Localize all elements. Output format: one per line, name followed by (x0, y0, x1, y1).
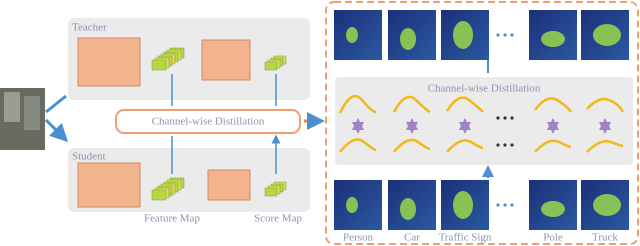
student-label: Student (72, 151, 106, 163)
student-encoder (77, 162, 141, 208)
student-head (207, 169, 251, 201)
channel-slice (264, 187, 278, 197)
heatmap-blob (541, 201, 565, 217)
ellipsis-dot (503, 33, 507, 37)
ellipsis-dot (503, 203, 507, 207)
distribution-curve (446, 139, 484, 153)
distribution-curve (586, 97, 625, 113)
heatmap-blob (593, 24, 621, 46)
right-panel-title: Channel-wise Distillation (428, 83, 541, 95)
feature-maps (151, 47, 287, 201)
ellipsis-dot (510, 116, 514, 120)
distribution-curve (534, 139, 572, 153)
channel-slice (151, 59, 167, 71)
teacher-encoder (77, 37, 141, 87)
heatmap-blob (346, 197, 358, 213)
teacher-label: Teacher (72, 22, 107, 34)
heatmap-blob (346, 27, 358, 43)
class-label: Traffic Sign (439, 232, 492, 244)
ellipsis-dot (510, 143, 514, 147)
right-panel (325, 1, 639, 245)
heatmap-blob (453, 21, 473, 49)
distribution-curve (392, 95, 431, 114)
score-map-label: Score Map (254, 213, 302, 225)
ellipsis-dot (496, 116, 500, 120)
heatmap-blob (400, 198, 416, 220)
distribution-curve (586, 139, 624, 153)
heatmap-blob (541, 31, 565, 47)
heatmap-blob (453, 191, 473, 219)
ellipsis-dot (496, 203, 500, 207)
distillation-label: Channel-wise Distillation (152, 116, 265, 128)
ellipsis-dot (503, 116, 507, 120)
flow-arrows (171, 74, 276, 174)
ellipsis-dot (510, 33, 514, 37)
feature-map-label: Feature Map (144, 213, 200, 225)
building (24, 96, 40, 130)
channel-columns: Person Car Traffic Sign Pole Truck (334, 10, 629, 244)
class-label: Car (404, 232, 420, 244)
distribution-curve (534, 97, 573, 113)
distribution-curve (445, 96, 484, 113)
distribution-curve (393, 138, 431, 153)
teacher-head (201, 39, 251, 81)
class-label: Truck (592, 232, 618, 244)
ellipsis-dot (510, 203, 514, 207)
ellipsis-dot (496, 33, 500, 37)
class-label: Person (343, 232, 373, 244)
heatmap-blob (593, 194, 621, 216)
building (4, 92, 20, 122)
channel-slice (264, 61, 278, 71)
distribution-curve (339, 138, 377, 153)
heatmap-blob (400, 28, 416, 50)
channel-slice (151, 189, 167, 201)
ellipsis-dot (496, 143, 500, 147)
ellipsis-dot (503, 143, 507, 147)
class-label: Pole (543, 232, 563, 244)
distillation-box (115, 109, 301, 134)
input-arrows (44, 94, 66, 140)
distribution-curve (338, 94, 377, 114)
